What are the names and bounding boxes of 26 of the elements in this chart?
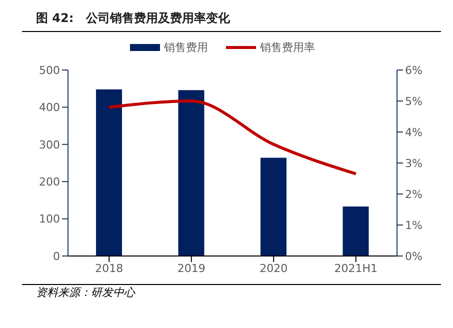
y2-tick-label: 4% bbox=[405, 126, 422, 139]
y2-tick-label: 6% bbox=[405, 64, 422, 77]
y2-tick-label: 2% bbox=[405, 188, 422, 201]
y2-tick-label: 5% bbox=[405, 94, 422, 108]
y-tick-label: 300 bbox=[39, 138, 60, 152]
y-tick-label: 100 bbox=[39, 212, 60, 226]
x-tick-label: 2019 bbox=[177, 262, 206, 275]
x-tick-label: 2021H1 bbox=[334, 262, 378, 275]
line-series bbox=[108, 100, 358, 176]
bar bbox=[342, 206, 369, 256]
bar bbox=[96, 89, 122, 256]
x-tick-label: 2020 bbox=[260, 262, 288, 275]
y-tick-label: 500 bbox=[39, 64, 60, 77]
y-tick-label: 400 bbox=[39, 101, 60, 114]
y2-tick-label: 1% bbox=[405, 218, 422, 232]
legend-label: 销售费用 bbox=[163, 40, 208, 55]
bar bbox=[260, 158, 286, 256]
chart-title: 图 42: 公司销售费用及费用率变化 bbox=[22, 8, 441, 32]
x-tick-label: 2018 bbox=[95, 262, 124, 275]
legend-label: 销售费用率 bbox=[259, 40, 315, 55]
y2-tick-label: 3% bbox=[405, 156, 422, 170]
bar bbox=[178, 90, 204, 256]
text: 资料来源：研发中心 bbox=[36, 285, 136, 300]
y-tick-label: 0 bbox=[53, 250, 60, 263]
y2-tick-label: 0% bbox=[405, 250, 422, 263]
y-tick-label: 200 bbox=[39, 176, 60, 189]
